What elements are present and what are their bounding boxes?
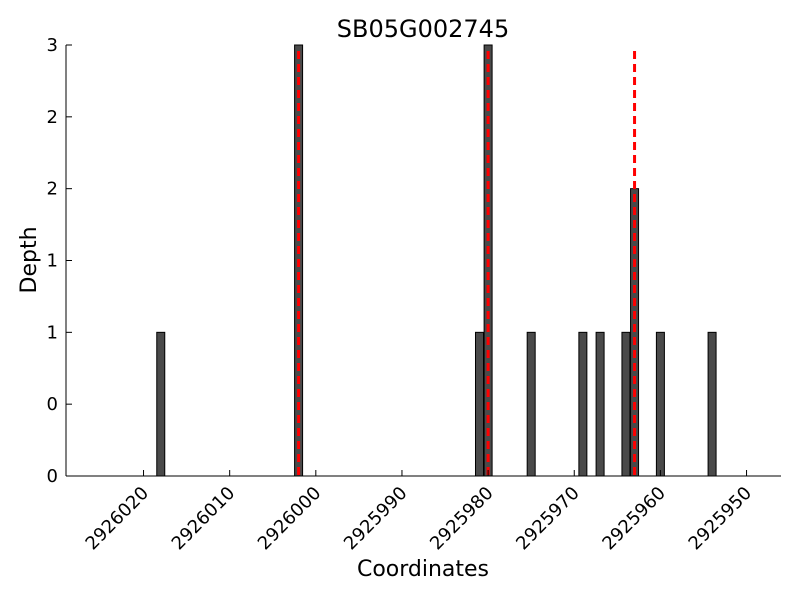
x-tick-label-3: 2925990 [340, 483, 412, 555]
bar-5 [578, 331, 588, 477]
y-tick-label-6: 3 [47, 35, 58, 56]
bar-0 [156, 331, 166, 477]
bar-7 [621, 331, 631, 477]
bar-4 [526, 331, 536, 477]
y-tick-label-0: 0 [47, 466, 58, 487]
bar-10 [707, 331, 717, 477]
x-tick-label-5: 2925970 [512, 483, 584, 555]
x-axis-title: Coordinates [357, 557, 489, 582]
chart-title: SB05G002745 [337, 15, 509, 43]
x-tick-label-7: 2925950 [685, 483, 757, 555]
y-tick-label-5: 2 [47, 107, 58, 128]
y-tick-label-4: 2 [47, 179, 58, 200]
bar-9 [655, 331, 665, 477]
y-tick-label-2: 1 [47, 322, 58, 343]
y-tick-label-3: 1 [47, 251, 58, 272]
x-tick-label-6: 2925960 [598, 483, 670, 555]
x-tick-label-2: 2926000 [254, 483, 326, 555]
bar-2 [474, 331, 484, 477]
bar-6 [595, 331, 605, 477]
y-tick-label-1: 0 [47, 394, 58, 415]
x-tick-label-0: 2926020 [82, 483, 154, 555]
x-tick-label-1: 2926010 [168, 483, 240, 555]
x-tick-label-4: 2925980 [426, 483, 498, 555]
y-axis-title: Depth [17, 226, 42, 293]
